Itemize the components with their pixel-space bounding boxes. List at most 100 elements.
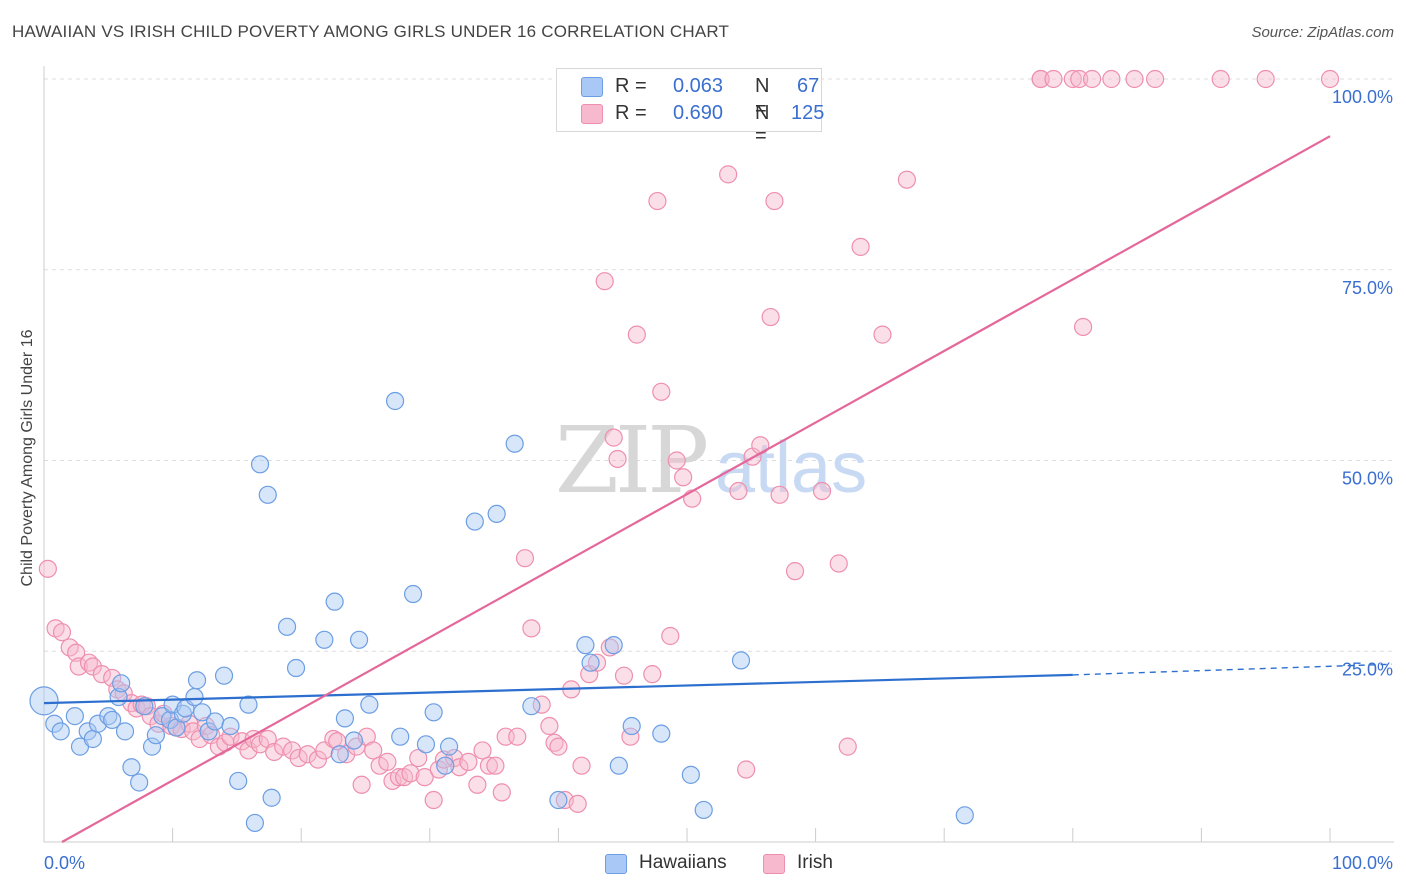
n-label: N = — [755, 75, 770, 120]
irish-point — [1211, 69, 1230, 89]
hawaiians-point — [522, 697, 541, 716]
irish-point — [401, 764, 420, 783]
irish-swatch — [763, 854, 785, 874]
irish-point — [459, 752, 478, 771]
hawaiians-point — [360, 695, 379, 714]
irish-point — [1070, 69, 1089, 89]
hawaiians-point — [325, 592, 344, 611]
hawaiians-point — [229, 771, 248, 791]
n-label: N = — [755, 102, 770, 147]
irish-point — [52, 623, 72, 642]
y-tick-label: 75.0% — [1342, 278, 1393, 298]
irish-point — [683, 489, 702, 508]
hawaiians-point — [652, 724, 671, 743]
hawaiians-point — [439, 737, 459, 756]
irish-point — [897, 170, 917, 189]
irish-point — [674, 468, 693, 487]
irish-point — [274, 737, 293, 756]
irish-point — [765, 191, 784, 211]
hawaiians-trend-extension — [1072, 663, 1393, 676]
hawaiians-point — [286, 658, 306, 678]
hawaiians-point — [581, 653, 600, 672]
irish-point — [1125, 69, 1144, 89]
irish-point — [364, 741, 383, 760]
irish-swatch — [581, 104, 603, 124]
correlation-legend: R = 0.063 N = 67 R = 0.690 N = 125 — [556, 68, 824, 147]
hawaiians-point — [403, 584, 423, 604]
irish-point — [873, 325, 892, 344]
irish-point — [450, 758, 469, 777]
irish-point — [667, 451, 686, 470]
hawaiians-point — [465, 512, 484, 531]
hawaiians-swatch — [581, 77, 603, 97]
irish-point — [812, 481, 832, 501]
irish-point — [761, 307, 780, 327]
hawaiians-point — [65, 707, 84, 726]
r-label: R = — [615, 75, 647, 97]
hawaiians-point — [549, 790, 568, 810]
irish-point — [604, 428, 623, 447]
hawaiians-point — [436, 756, 455, 775]
hawaiians-point — [29, 686, 59, 716]
hawaiians-point — [609, 756, 628, 775]
irish-point — [289, 748, 308, 768]
hawaiians-point — [576, 636, 595, 655]
axes — [43, 66, 1394, 843]
watermark-atlas: atlas — [715, 428, 867, 508]
irish-point — [608, 449, 627, 469]
hawaiians-point — [103, 710, 122, 730]
irish-point — [838, 737, 857, 756]
irish-point — [486, 756, 505, 775]
irish-point — [627, 325, 646, 344]
x-tick-label-min: 0.0% — [44, 853, 85, 873]
hawaiians-point — [349, 630, 369, 649]
irish-point — [415, 768, 434, 787]
irish-point — [103, 668, 122, 688]
hawaiians-point — [51, 722, 70, 741]
irish-point — [221, 727, 240, 746]
irish-point — [737, 760, 756, 779]
hawaiians-point — [185, 687, 204, 707]
hawaiians-points — [29, 391, 974, 833]
tick-labels: 25.0% 50.0% 75.0% 100.0% 0.0% 100.0% — [44, 87, 1393, 873]
legend-label: Hawaiians — [639, 852, 727, 873]
irish-point — [829, 554, 848, 573]
hawaiians-point — [604, 636, 623, 655]
legend-label: Irish — [797, 852, 833, 873]
hawaiians-point — [193, 703, 212, 722]
irish-point — [283, 741, 302, 760]
irish-point — [770, 485, 789, 504]
irish-point — [785, 562, 805, 581]
hawaiians-swatch — [605, 854, 627, 874]
r-value: 0.063 — [673, 75, 724, 97]
irish-point — [652, 382, 671, 401]
y-tick-label: 100.0% — [1332, 87, 1393, 107]
hawaiians-point — [424, 703, 443, 722]
irish-point — [473, 741, 492, 760]
hawaiians-point — [88, 714, 108, 733]
irish-point — [239, 741, 258, 760]
irish-point — [1031, 69, 1050, 89]
irish-point — [648, 191, 667, 211]
hawaiians-point — [122, 758, 141, 777]
irish-point — [337, 745, 356, 764]
r-value: 0.690 — [673, 102, 724, 124]
y-tick-label: 50.0% — [1342, 469, 1393, 489]
hawaiians-point — [344, 731, 364, 750]
irish-trend-line — [61, 135, 1331, 843]
irish-point — [549, 737, 568, 756]
hawaiians-point — [239, 695, 258, 714]
hawaiians-point — [505, 434, 524, 453]
irish-point — [92, 665, 111, 684]
irish-point — [265, 742, 284, 762]
irish-point — [508, 727, 527, 746]
hawaiians-point — [262, 788, 281, 807]
irish-point — [38, 559, 57, 578]
irish-point — [492, 783, 511, 802]
irish-point — [661, 626, 680, 646]
irish-point — [378, 752, 397, 771]
hawaiians-point — [199, 722, 218, 741]
n-value: 67 — [797, 75, 820, 97]
irish-point — [515, 549, 535, 568]
